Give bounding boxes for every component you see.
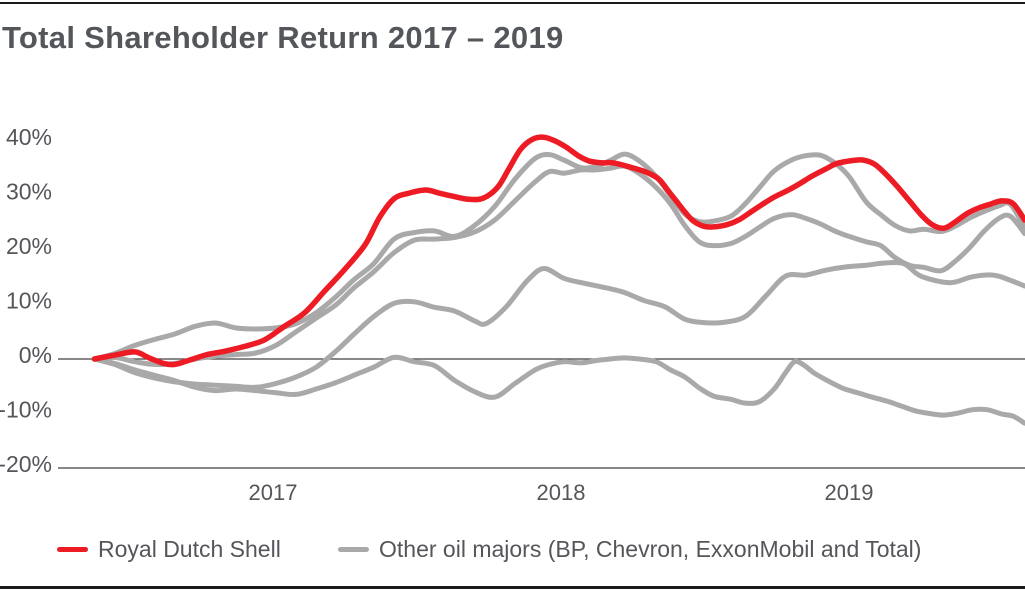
bottom-rule xyxy=(0,586,1025,589)
series-line-other-oil-major-4 xyxy=(91,354,1025,426)
series-line-other-oil-major-3 xyxy=(91,259,1025,390)
y-tick-label: 40% xyxy=(6,124,52,150)
other-majors-line-swatch xyxy=(338,546,369,552)
legend-item-other-majors: Other oil majors (BP, Chevron, ExxonMobi… xyxy=(338,535,921,563)
y-tick-label: 30% xyxy=(6,179,52,205)
series-line-royal-dutch-shell xyxy=(91,134,1025,368)
top-rule xyxy=(0,2,1025,4)
y-tick-label: 0% xyxy=(19,342,52,368)
shell-line-swatch xyxy=(57,546,88,552)
y-tick-label: 20% xyxy=(6,233,52,259)
y-tick-label: 10% xyxy=(6,288,52,314)
x-tick-label: 2017 xyxy=(249,480,298,505)
y-tick-label: -10% xyxy=(0,397,52,423)
legend-label-other-majors: Other oil majors (BP, Chevron, ExxonMobi… xyxy=(379,535,922,562)
legend-label-shell: Royal Dutch Shell xyxy=(98,535,281,562)
x-tick-label: 2019 xyxy=(825,480,874,505)
chart-title: Total Shareholder Return 2017 – 2019 xyxy=(2,20,564,55)
y-tick-label: -20% xyxy=(0,451,52,477)
x-tick-label: 2018 xyxy=(537,480,586,505)
series-line-other-oil-major-2 xyxy=(91,163,1025,367)
legend-item-shell: Royal Dutch Shell xyxy=(57,535,281,563)
series-line-other-oil-major-1 xyxy=(91,151,1025,362)
